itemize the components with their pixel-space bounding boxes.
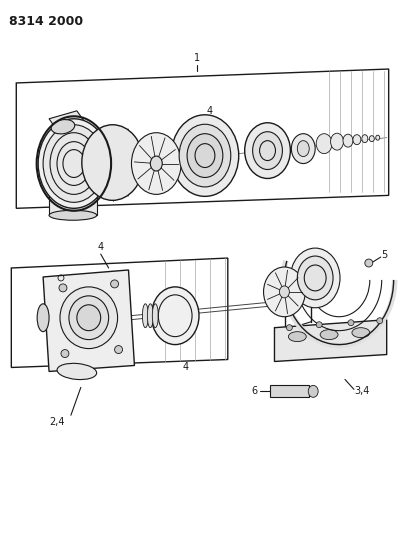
Polygon shape — [49, 196, 97, 215]
Ellipse shape — [69, 296, 109, 340]
Ellipse shape — [316, 134, 332, 154]
Ellipse shape — [115, 345, 122, 353]
Ellipse shape — [245, 123, 290, 179]
Ellipse shape — [362, 135, 368, 143]
Ellipse shape — [151, 287, 199, 345]
Text: 8314 2000: 8314 2000 — [9, 15, 83, 28]
Ellipse shape — [290, 248, 340, 308]
Text: 6: 6 — [251, 386, 258, 397]
Ellipse shape — [297, 141, 309, 157]
Ellipse shape — [279, 286, 289, 298]
Ellipse shape — [343, 134, 353, 147]
Ellipse shape — [179, 124, 231, 187]
Text: 1: 1 — [194, 53, 200, 63]
Polygon shape — [275, 320, 387, 361]
Ellipse shape — [150, 156, 162, 171]
Ellipse shape — [111, 280, 119, 288]
Polygon shape — [43, 270, 134, 372]
Text: 4: 4 — [183, 361, 189, 372]
Ellipse shape — [147, 304, 153, 328]
Ellipse shape — [59, 284, 67, 292]
Ellipse shape — [171, 115, 239, 196]
Text: 4: 4 — [98, 242, 104, 252]
Text: 3,4: 3,4 — [354, 386, 369, 397]
Ellipse shape — [352, 328, 370, 337]
Ellipse shape — [353, 135, 361, 144]
Ellipse shape — [316, 322, 322, 328]
Text: 5: 5 — [381, 250, 387, 260]
Ellipse shape — [49, 211, 97, 220]
Text: 2,4: 2,4 — [49, 417, 65, 427]
Ellipse shape — [369, 136, 374, 142]
Ellipse shape — [320, 330, 338, 340]
Ellipse shape — [365, 259, 373, 267]
Ellipse shape — [297, 256, 333, 300]
Ellipse shape — [348, 320, 354, 326]
Ellipse shape — [60, 287, 118, 349]
Ellipse shape — [43, 125, 105, 203]
Ellipse shape — [82, 125, 143, 200]
Bar — [269, 385, 309, 397]
Ellipse shape — [51, 119, 75, 134]
Ellipse shape — [77, 305, 101, 330]
Ellipse shape — [142, 304, 148, 328]
Ellipse shape — [253, 132, 282, 169]
Ellipse shape — [57, 364, 97, 379]
Ellipse shape — [377, 318, 383, 324]
Ellipse shape — [152, 304, 158, 328]
Ellipse shape — [38, 119, 110, 208]
Ellipse shape — [376, 135, 380, 140]
Ellipse shape — [291, 134, 315, 164]
Polygon shape — [49, 111, 89, 136]
Ellipse shape — [61, 350, 69, 358]
Ellipse shape — [288, 332, 306, 342]
Ellipse shape — [187, 134, 223, 177]
Ellipse shape — [286, 325, 292, 330]
Ellipse shape — [308, 385, 318, 397]
Ellipse shape — [37, 304, 49, 332]
Ellipse shape — [264, 267, 305, 317]
Ellipse shape — [132, 133, 181, 195]
Text: 4: 4 — [207, 106, 213, 116]
Ellipse shape — [331, 133, 344, 150]
